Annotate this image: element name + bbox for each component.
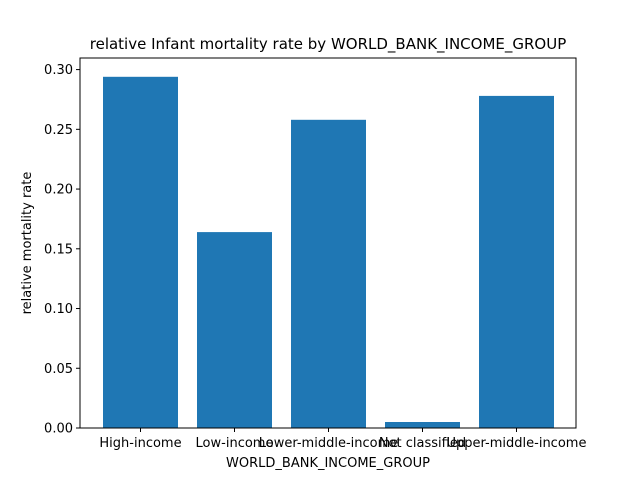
x-axis-label: WORLD_BANK_INCOME_GROUP <box>226 456 430 471</box>
x-tick-label: Upper-middle-income <box>447 436 587 451</box>
y-tick-label: 0.05 <box>44 362 73 377</box>
y-tick-label: 0.15 <box>44 242 73 257</box>
y-tick-label: 0.25 <box>44 123 73 138</box>
y-axis: 0.00 0.05 0.10 0.15 0.20 0.25 0.30 <box>44 63 80 437</box>
y-tick-label: 0.00 <box>44 422 73 437</box>
bar-upper-middle-income <box>479 95 554 429</box>
x-tick-label: Lower-middle-income <box>259 436 399 451</box>
x-tick-label: Low-income <box>196 436 274 451</box>
y-tick-label: 0.30 <box>44 63 73 78</box>
bar-not-classified <box>385 422 460 428</box>
bar-high-income <box>103 76 178 429</box>
y-axis-label: relative mortality rate <box>20 172 35 315</box>
x-tick-label: Not classified <box>379 436 466 451</box>
bar-low-income <box>197 232 272 428</box>
chart-title: relative Infant mortality rate by WORLD_… <box>90 35 567 54</box>
bars-group <box>103 76 554 429</box>
bar-lower-middle-income <box>291 119 366 429</box>
y-tick-label: 0.10 <box>44 302 73 317</box>
x-axis: High-income Low-incomeLower-middle-income… <box>99 428 586 451</box>
y-tick-label: 0.20 <box>44 183 73 198</box>
x-tick-label: High-income <box>99 436 181 451</box>
